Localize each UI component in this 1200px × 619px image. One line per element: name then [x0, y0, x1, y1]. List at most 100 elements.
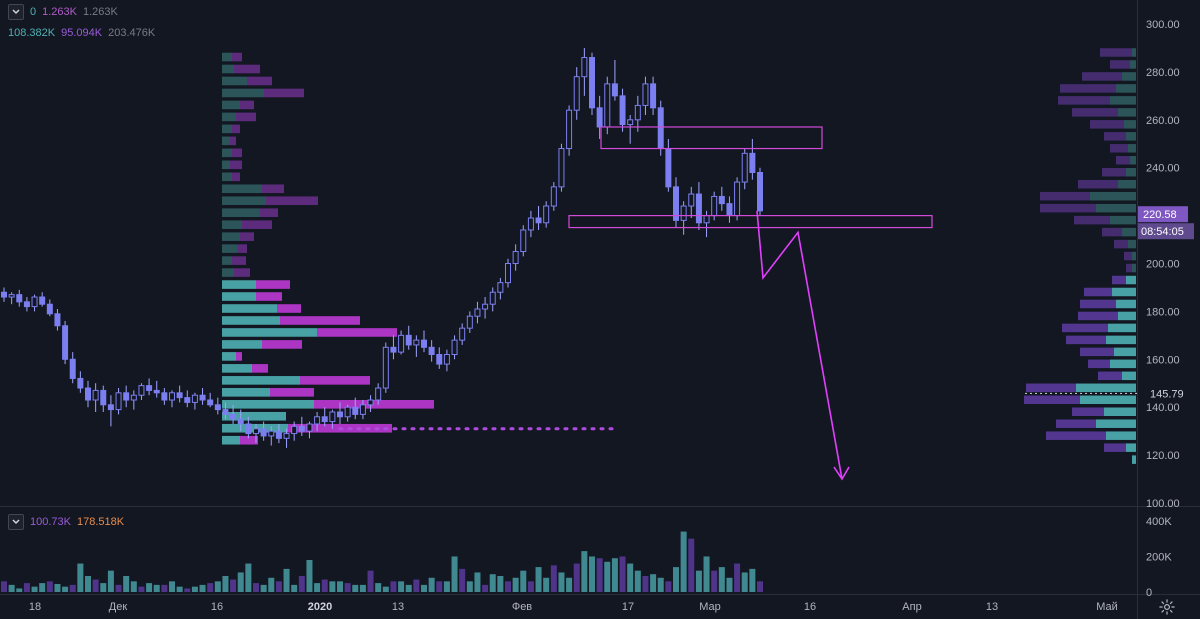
candle-body	[85, 387, 91, 401]
vp-right-bar-a	[1124, 120, 1136, 129]
vp-right-bar-b	[1088, 359, 1110, 369]
volume-bar	[642, 576, 649, 592]
poc-price-label: 145.79	[1150, 388, 1184, 400]
price-tick-label: 120.00	[1146, 450, 1180, 462]
countdown-label: 08:54:05	[1141, 226, 1184, 238]
vp-right-bar-b	[1080, 347, 1114, 357]
vp-left-bar-a	[222, 232, 240, 241]
vp-left-bar-a	[222, 112, 236, 122]
volume-bar	[520, 570, 527, 592]
vp-left-bar-b	[240, 232, 254, 241]
projection-arrowhead	[833, 466, 850, 481]
vp-left-bar-b	[234, 64, 260, 74]
vp-right-bar-a	[1132, 263, 1136, 273]
volume-bar	[619, 556, 626, 592]
candle-body	[23, 301, 30, 308]
vp-right-bar-b	[1082, 72, 1122, 81]
vp-left-bar-a	[222, 388, 270, 397]
volume-bar	[543, 577, 550, 592]
vp-right-bar-b	[1074, 215, 1110, 225]
vp-right-bar-a	[1126, 132, 1136, 141]
candle-body	[100, 389, 107, 406]
candle-body	[283, 433, 290, 439]
vp-right-bar-b	[1114, 239, 1128, 249]
collapse-volume-legend-button[interactable]	[8, 514, 24, 530]
candle-body	[520, 229, 527, 253]
candle-body	[726, 203, 733, 217]
vp-left-bar-b	[247, 76, 272, 86]
volume-bar	[54, 584, 61, 592]
vp-left-bar-b	[317, 328, 397, 337]
vp-left-bar-a	[222, 52, 232, 62]
vp-left-bar-b	[262, 184, 284, 194]
candle-body	[688, 193, 695, 207]
candle-body	[352, 406, 359, 415]
countdown-label-bg	[1138, 223, 1194, 240]
candle-body	[138, 385, 145, 396]
volume-bar	[161, 584, 168, 592]
volume-bar	[39, 583, 46, 592]
candle-body	[1, 291, 7, 298]
volume-bar	[688, 538, 695, 592]
vp-right-bar-a	[1132, 48, 1136, 57]
candle-body	[497, 282, 504, 293]
price-tick-label: 180.00	[1146, 306, 1180, 318]
volume-bar	[46, 581, 53, 592]
vp-left-bar-b	[230, 160, 242, 170]
collapse-legend-button[interactable]	[8, 4, 24, 20]
volume-bar	[16, 588, 23, 592]
candle-body	[398, 334, 405, 353]
volume-bar	[375, 583, 382, 592]
volume-bar	[466, 581, 473, 592]
vp-left-bar-b	[232, 52, 242, 62]
candle-body	[627, 119, 634, 126]
candle-body	[734, 181, 741, 217]
time-tick-label: 16	[804, 601, 816, 613]
volume-bar	[535, 567, 542, 592]
volume-tick-label: 200K	[1146, 551, 1172, 563]
volume-bar	[581, 551, 588, 592]
volume-bar	[382, 586, 389, 592]
candle-body	[451, 339, 458, 356]
volume-bar	[191, 586, 198, 592]
legend-value-2: 1.263K	[83, 6, 118, 18]
vp-left-bar-a	[222, 280, 256, 289]
volume-bar	[650, 574, 657, 592]
vp-left-bar-a	[222, 352, 236, 361]
volume-bar	[176, 586, 183, 592]
volume-bar	[31, 586, 38, 592]
vp-left-bar-b	[232, 148, 242, 158]
volume-bar	[123, 576, 130, 592]
vp-right-bar-b	[1040, 203, 1096, 213]
time-tick-label: Мар	[699, 601, 721, 613]
vp-right-bar-a	[1128, 144, 1136, 153]
volume-bar	[734, 563, 741, 592]
volume-bar	[100, 583, 107, 592]
vp-right-bar-b	[1100, 48, 1132, 57]
price-tick-label: 160.00	[1146, 354, 1180, 366]
vp-right-bar-a	[1130, 60, 1136, 69]
vp-left-bar-a	[222, 76, 247, 86]
vp-right-bar-a	[1096, 203, 1136, 213]
vp-left-bar-b	[266, 196, 318, 206]
volume-bar	[298, 576, 305, 592]
candle-body	[390, 346, 397, 353]
vp-left-bar-a	[222, 376, 300, 385]
vp-right-bar-b	[1098, 371, 1122, 381]
candle-body	[130, 394, 137, 401]
time-tick-label: 18	[29, 601, 41, 613]
vp-left-bar-a	[222, 88, 264, 98]
vp-right-bar-a	[1104, 407, 1136, 416]
volume-bar	[680, 531, 687, 592]
gear-icon[interactable]	[1158, 598, 1176, 616]
volume-bar	[711, 570, 718, 592]
candle-body	[92, 389, 99, 401]
price-tick-label: 200.00	[1146, 259, 1180, 271]
vp-right-bar-b	[1046, 431, 1106, 440]
vp-left-bar-a	[222, 220, 242, 229]
candle-body	[573, 76, 580, 111]
vp-right-bar-b	[1104, 443, 1126, 452]
vp-left-bar-a	[222, 100, 240, 110]
